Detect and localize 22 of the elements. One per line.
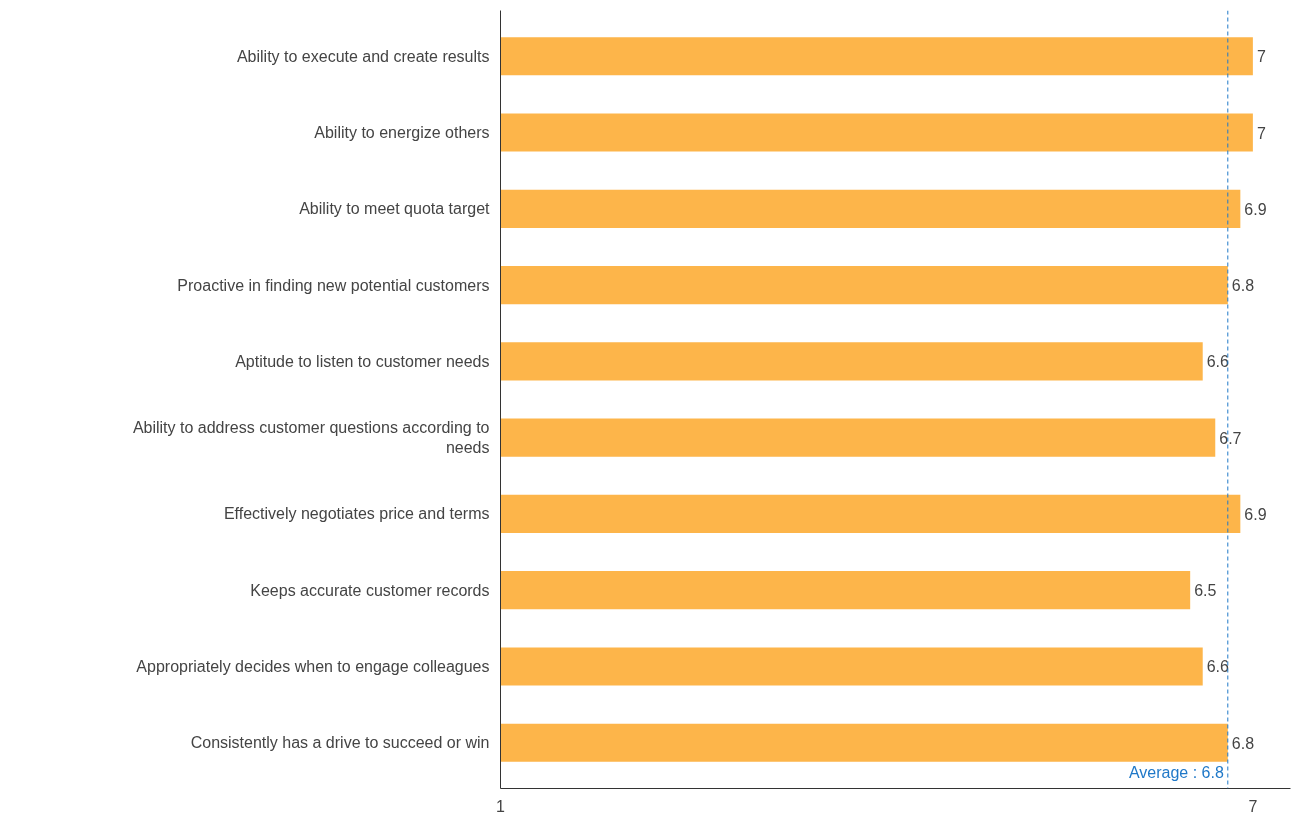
y-tick-label: Ability to address customer questions according to needs — [132, 418, 490, 457]
x-tick-label: 1 — [496, 797, 506, 815]
y-tick-label: Appropriately decides when to engage colleagues — [136, 657, 490, 675]
y-tick-label: Effectively negotiates price and terms — [223, 505, 490, 523]
data-label: 6.5 — [1194, 582, 1217, 600]
data-label: 7 — [1256, 124, 1266, 142]
ref-line-label: Average : 6.8 — [1128, 763, 1224, 781]
y-tick-label: Ability to execute and create results — [236, 47, 490, 65]
y-tick-label: Consistently has a drive to succeed or win — [190, 734, 490, 752]
y-tick-label: Proactive in finding new potential customers — [177, 276, 490, 294]
data-label: 6.7 — [1219, 429, 1242, 447]
data-label: 6.6 — [1206, 658, 1230, 676]
y-tick-label: Aptitude to listen to customer needs — [235, 352, 490, 370]
data-label: 6.9 — [1244, 505, 1267, 523]
y-tick-label: Ability to energize others — [314, 124, 490, 142]
data-label: 7 — [1256, 48, 1266, 66]
data-label: 6.8 — [1231, 277, 1255, 295]
y-tick-label: Ability to meet quota target — [299, 200, 491, 218]
data-label: 6.8 — [1231, 734, 1255, 752]
y-tick-label: Keeps accurate customer records — [250, 581, 490, 599]
data-label: 6.9 — [1244, 200, 1267, 218]
data-label: 6.6 — [1206, 353, 1230, 371]
